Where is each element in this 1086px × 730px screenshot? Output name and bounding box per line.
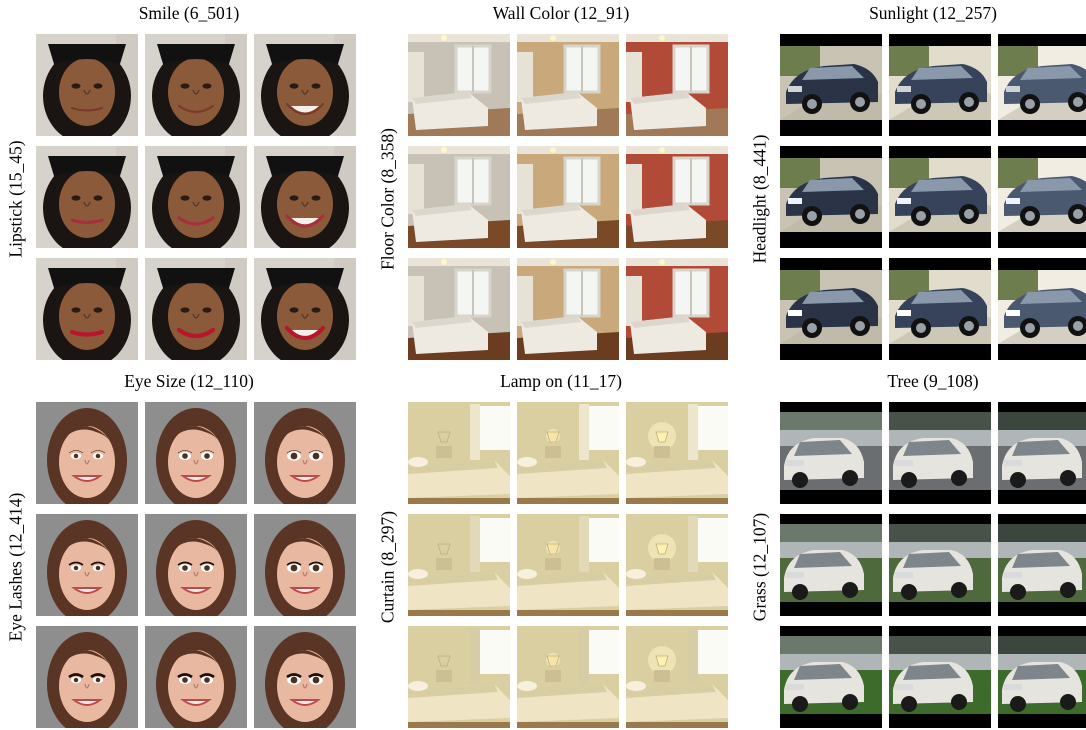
generated-image (145, 146, 247, 248)
generated-image (517, 402, 619, 504)
row-axis-label: Floor Color (8_358) (372, 36, 404, 361)
generated-image (517, 514, 619, 616)
panel-title: Lamp on (11_17) (500, 371, 622, 391)
generated-image (254, 626, 356, 728)
generated-image (408, 514, 510, 616)
figure-panel: Lamp on (11_17) Curtain (8_297) (372, 368, 728, 730)
generated-image (145, 402, 247, 504)
generated-image (254, 402, 356, 504)
generated-image (145, 626, 247, 728)
generated-image (998, 34, 1086, 136)
panel-title: Eye Size (12_110) (124, 371, 254, 391)
figure-panel: Sunlight (12_257) Headlight (8_441) (744, 0, 1086, 362)
generated-image (254, 34, 356, 136)
generated-image (998, 514, 1086, 616)
row-axis-label: Curtain (8_297) (372, 404, 404, 729)
generated-image (626, 402, 728, 504)
row-axis-label-text: Headlight (8_441) (749, 134, 770, 263)
generated-image (626, 258, 728, 360)
panel-title: Wall Color (12_91) (492, 3, 630, 23)
generated-image (780, 626, 882, 728)
image-grid (780, 34, 1086, 360)
row-axis-label-text: Lipstick (15_45) (5, 139, 26, 258)
generated-image (36, 34, 138, 136)
generated-image (626, 146, 728, 248)
image-grid (408, 34, 728, 360)
generated-image (517, 34, 619, 136)
generated-image (145, 34, 247, 136)
image-grid (780, 402, 1086, 728)
figure-panel: Tree (9_108) Grass (12_107) (744, 368, 1086, 730)
generated-image (780, 402, 882, 504)
generated-image (998, 402, 1086, 504)
generated-image (517, 626, 619, 728)
generated-image (889, 258, 991, 360)
generated-image (626, 514, 728, 616)
image-grid (36, 402, 356, 728)
generated-image (408, 626, 510, 728)
panel-title: Smile (6_501) (138, 3, 240, 23)
generated-image (36, 402, 138, 504)
generated-image (254, 514, 356, 616)
figure-panel: Smile (6_501) Lipstick (15_45) (0, 0, 356, 362)
row-axis-label: Grass (12_107) (744, 404, 776, 729)
generated-image (36, 146, 138, 248)
generated-image (889, 626, 991, 728)
generated-image (998, 258, 1086, 360)
generated-image (36, 258, 138, 360)
generated-image (145, 258, 247, 360)
generated-image (408, 258, 510, 360)
row-axis-label-text: Grass (12_107) (749, 512, 770, 621)
generated-image (998, 626, 1086, 728)
generated-image (889, 34, 991, 136)
panel-title: Tree (9_108) (887, 371, 979, 391)
generated-image (626, 626, 728, 728)
generated-image (889, 402, 991, 504)
generated-image (998, 146, 1086, 248)
generated-image (36, 514, 138, 616)
figure-panel: Wall Color (12_91) Floor Color (8_358) (372, 0, 728, 362)
image-grid (408, 402, 728, 728)
row-axis-label: Eye Lashes (12_414) (0, 404, 32, 729)
generated-image (408, 402, 510, 504)
generated-image (889, 514, 991, 616)
figure-panel: Eye Size (12_110) Eye Lashes (12_414) (0, 368, 356, 730)
generated-image (780, 34, 882, 136)
generated-image (36, 626, 138, 728)
generated-image (517, 146, 619, 248)
generated-image (780, 258, 882, 360)
generated-image (780, 514, 882, 616)
image-grid (36, 34, 356, 360)
row-axis-label: Lipstick (15_45) (0, 36, 32, 361)
generated-image (145, 514, 247, 616)
generated-image (408, 146, 510, 248)
row-axis-label: Headlight (8_441) (744, 36, 776, 361)
row-axis-label-text: Floor Color (8_358) (377, 127, 398, 270)
generated-image (626, 34, 728, 136)
generated-image (517, 258, 619, 360)
generated-image (408, 34, 510, 136)
generated-image (780, 146, 882, 248)
generated-image (254, 258, 356, 360)
row-axis-label-text: Curtain (8_297) (377, 510, 398, 623)
generated-image (889, 146, 991, 248)
panel-title: Sunlight (12_257) (869, 3, 997, 23)
row-axis-label-text: Eye Lashes (12_414) (5, 492, 26, 641)
generated-image (254, 146, 356, 248)
